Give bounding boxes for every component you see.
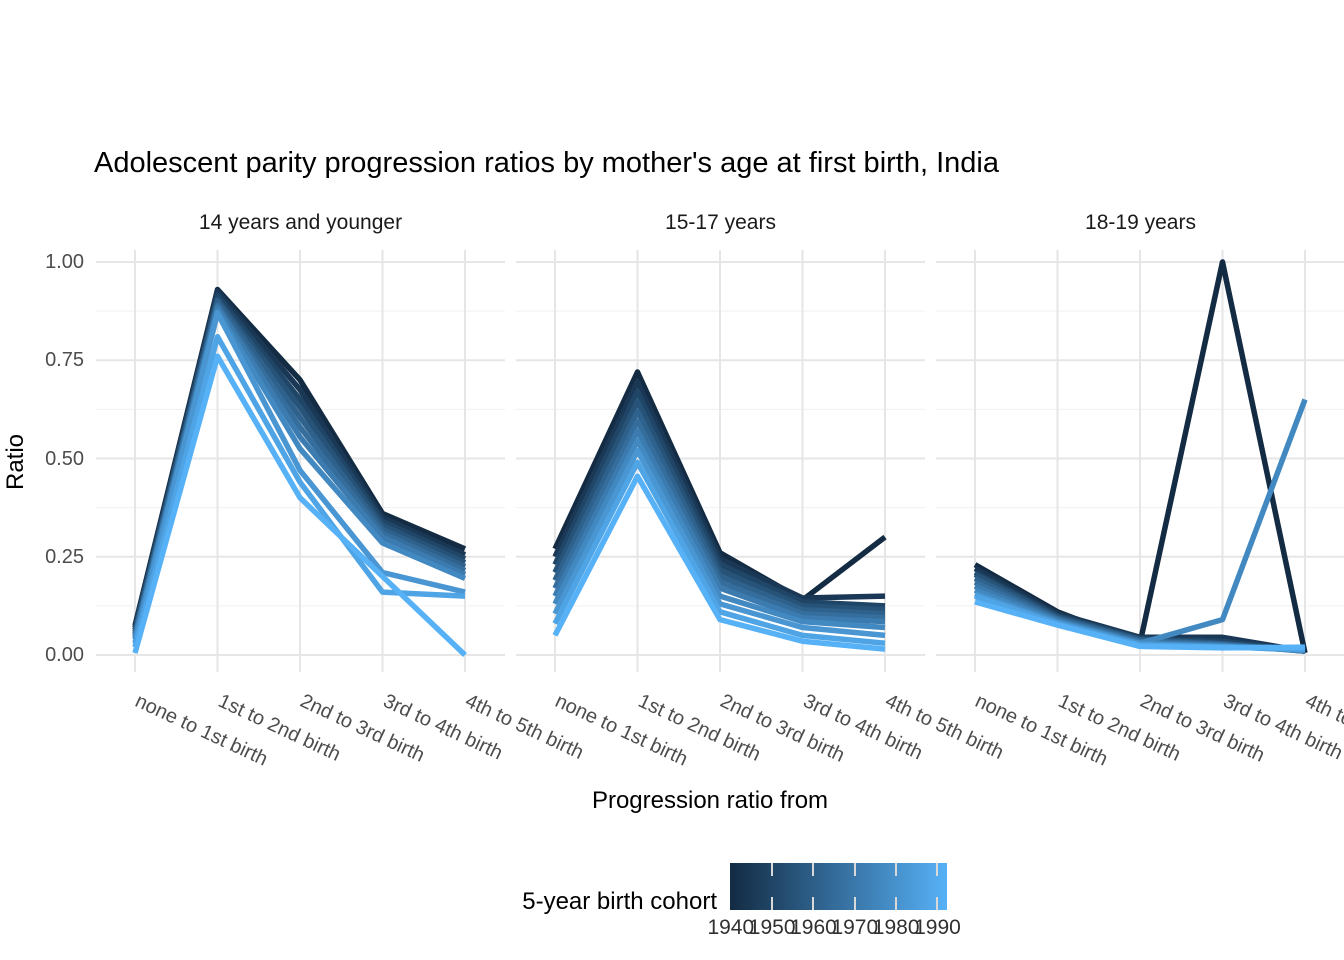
legend-tick-label: 1940 (707, 916, 755, 939)
legend-colorbar-tick (771, 863, 774, 876)
facet-strip-15-17: 15-17 years (665, 211, 776, 234)
cohort-line-1975 (552, 438, 886, 631)
legend-colorbar-tick (936, 897, 939, 910)
legend-tick-label: 1980 (872, 916, 920, 939)
cohort-line-1985 (552, 459, 886, 646)
legend-tick-label: 1950 (748, 916, 796, 939)
legend-tick-label: 1970 (831, 916, 879, 939)
facet-plot-area (936, 250, 1344, 672)
facet-panel-18-19 (936, 250, 1344, 672)
cohort-line-1985 (132, 333, 466, 648)
legend-colorbar-tick (812, 863, 815, 876)
cohort-line-1990 (974, 599, 1306, 651)
legend-tick-label: 1990 (914, 916, 961, 939)
y-tick-label: 0.75 (45, 349, 84, 372)
cohort-line-1980 (132, 310, 466, 644)
y-tick-label: 0.25 (45, 545, 84, 568)
chart-title: Adolescent parity progression ratios by … (94, 147, 999, 179)
cohort-line-1970 (552, 428, 886, 625)
legend-title: 5-year birth cohort (522, 888, 717, 915)
cohort-line-1980 (552, 447, 886, 639)
legend-colorbar-tick (771, 897, 774, 910)
legend-colorbar-tick (936, 863, 939, 876)
cohort-line-1990 (552, 473, 886, 652)
facet-strip-18-19: 18-19 years (1085, 211, 1196, 234)
cohort-line-1990 (132, 353, 467, 657)
x-axis-title: Progression ratio from (591, 787, 829, 814)
legend-colorbar-tick (895, 897, 898, 910)
y-tick-label: 0.50 (45, 447, 84, 470)
legend-colorbar-tick (853, 863, 856, 876)
facet-strip-14-and-younger: 14 years and younger (198, 211, 403, 234)
legend-colorbar-tick (812, 897, 815, 910)
legend-colorbar-tick (895, 863, 898, 876)
legend-colorbar-tick (853, 897, 856, 910)
y-tick-label: 0.00 (45, 644, 84, 666)
legend-tick-label: 1960 (790, 916, 837, 939)
facet-panel-14-and-younger (96, 250, 505, 672)
facet-panel-15-17 (516, 250, 925, 672)
facet-plot-area (516, 250, 925, 672)
y-tick-label: 1.00 (45, 251, 84, 273)
legend-colorbar (730, 863, 947, 910)
facet-plot-area (96, 250, 505, 672)
